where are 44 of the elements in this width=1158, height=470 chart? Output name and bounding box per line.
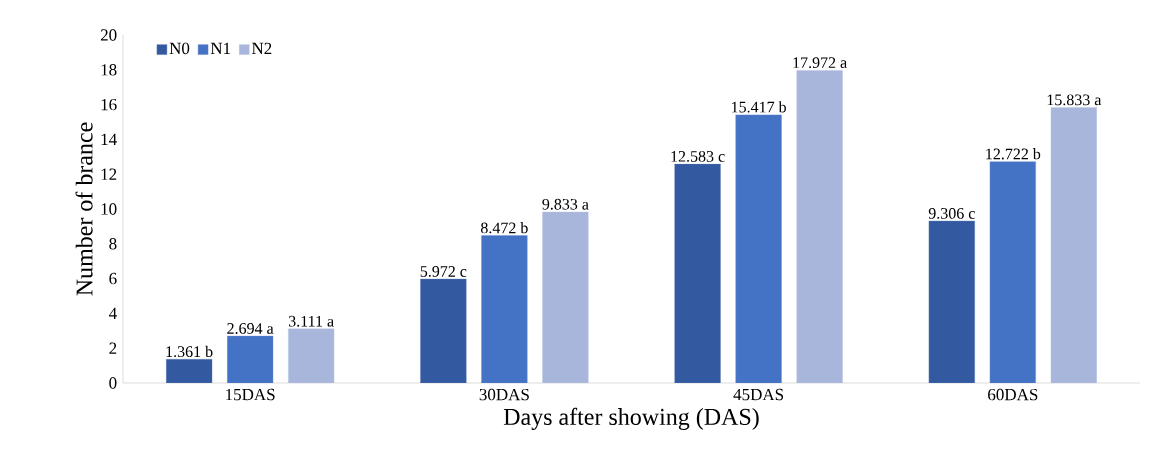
bar [674,163,721,383]
bar [166,359,213,383]
bar [288,328,335,383]
y-axis-title: Number of brance [75,122,93,296]
bar [227,335,274,383]
bar [420,278,467,383]
y-tick-label: 6 [109,272,117,285]
bar [542,211,589,383]
bar [928,220,975,383]
data-label: 12.583 c [671,150,725,162]
y-tick-label: 10 [101,203,117,215]
data-label: 9.306 c [928,208,975,219]
y-tick-label: 20 [100,29,117,41]
y-tick-label: 16 [101,98,117,111]
legend-label: N1 [210,42,231,54]
data-label: 15.833 a [1047,94,1102,106]
y-tick-label: 14 [101,133,117,145]
data-label: 8.472 b [480,222,528,234]
x-axis-title: Days after showing (DAS) [503,407,759,430]
y-tick-label: 12 [101,168,117,180]
x-tick-label: 45DAS [733,388,784,401]
legend-label: N2 [251,42,272,54]
data-label: 15.417 b [732,101,786,113]
x-tick-label: 30DAS [479,388,529,401]
data-label: 17.972 a [793,57,847,69]
data-label: 5.972 c [420,266,467,277]
legend-label: N0 [169,42,190,55]
data-label: 12.722 b [986,148,1041,160]
bar [481,235,528,383]
y-tick-label: 2 [109,342,117,354]
data-label: 1.361 b [166,345,213,358]
data-label: 9.833 a [542,198,589,210]
y-tick-label: 18 [101,64,117,76]
bar [796,70,843,383]
x-tick-label: 15DAS [226,388,275,401]
bar [735,114,782,383]
y-tick-label: 0 [109,377,117,389]
bar [989,161,1036,383]
bar [1050,107,1097,383]
data-label: 3.111 a [288,315,334,327]
y-tick-label: 8 [109,238,117,250]
x-tick-label: 60DAS [988,388,1038,401]
data-label: 2.694 a [227,323,274,334]
y-tick-label: 4 [108,307,117,319]
